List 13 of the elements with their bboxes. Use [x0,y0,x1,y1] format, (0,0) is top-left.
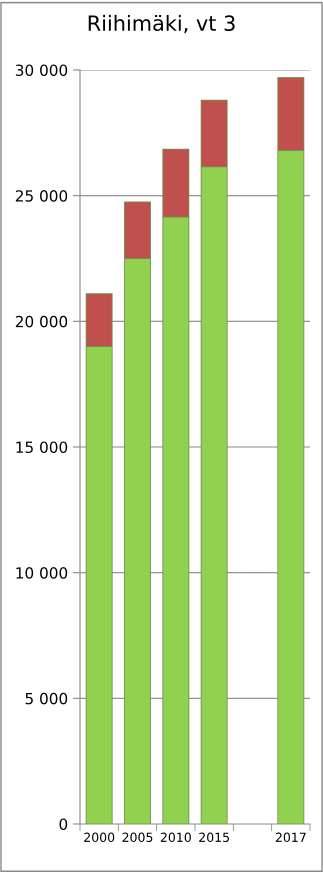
chart-title: Riihimäki, vt 3 [88,14,235,34]
y-tick-label: 15 000 [16,441,68,454]
x-tick-label: 2017 [276,832,306,842]
y-tick-label: 25 000 [16,190,68,202]
y-tick-label: 5 000 [26,692,68,704]
y-tick-label: 0 [59,818,68,830]
y-tick-label: 20 000 [16,316,68,328]
x-tick-label: 2000 [84,832,114,842]
y-tick-label: 30 000 [16,64,68,76]
x-tick-label: 2015 [199,832,229,842]
x-tick-label: 2010 [160,832,191,842]
x-tick-label: 2005 [122,832,152,842]
y-tick-label: 10 000 [16,567,68,579]
